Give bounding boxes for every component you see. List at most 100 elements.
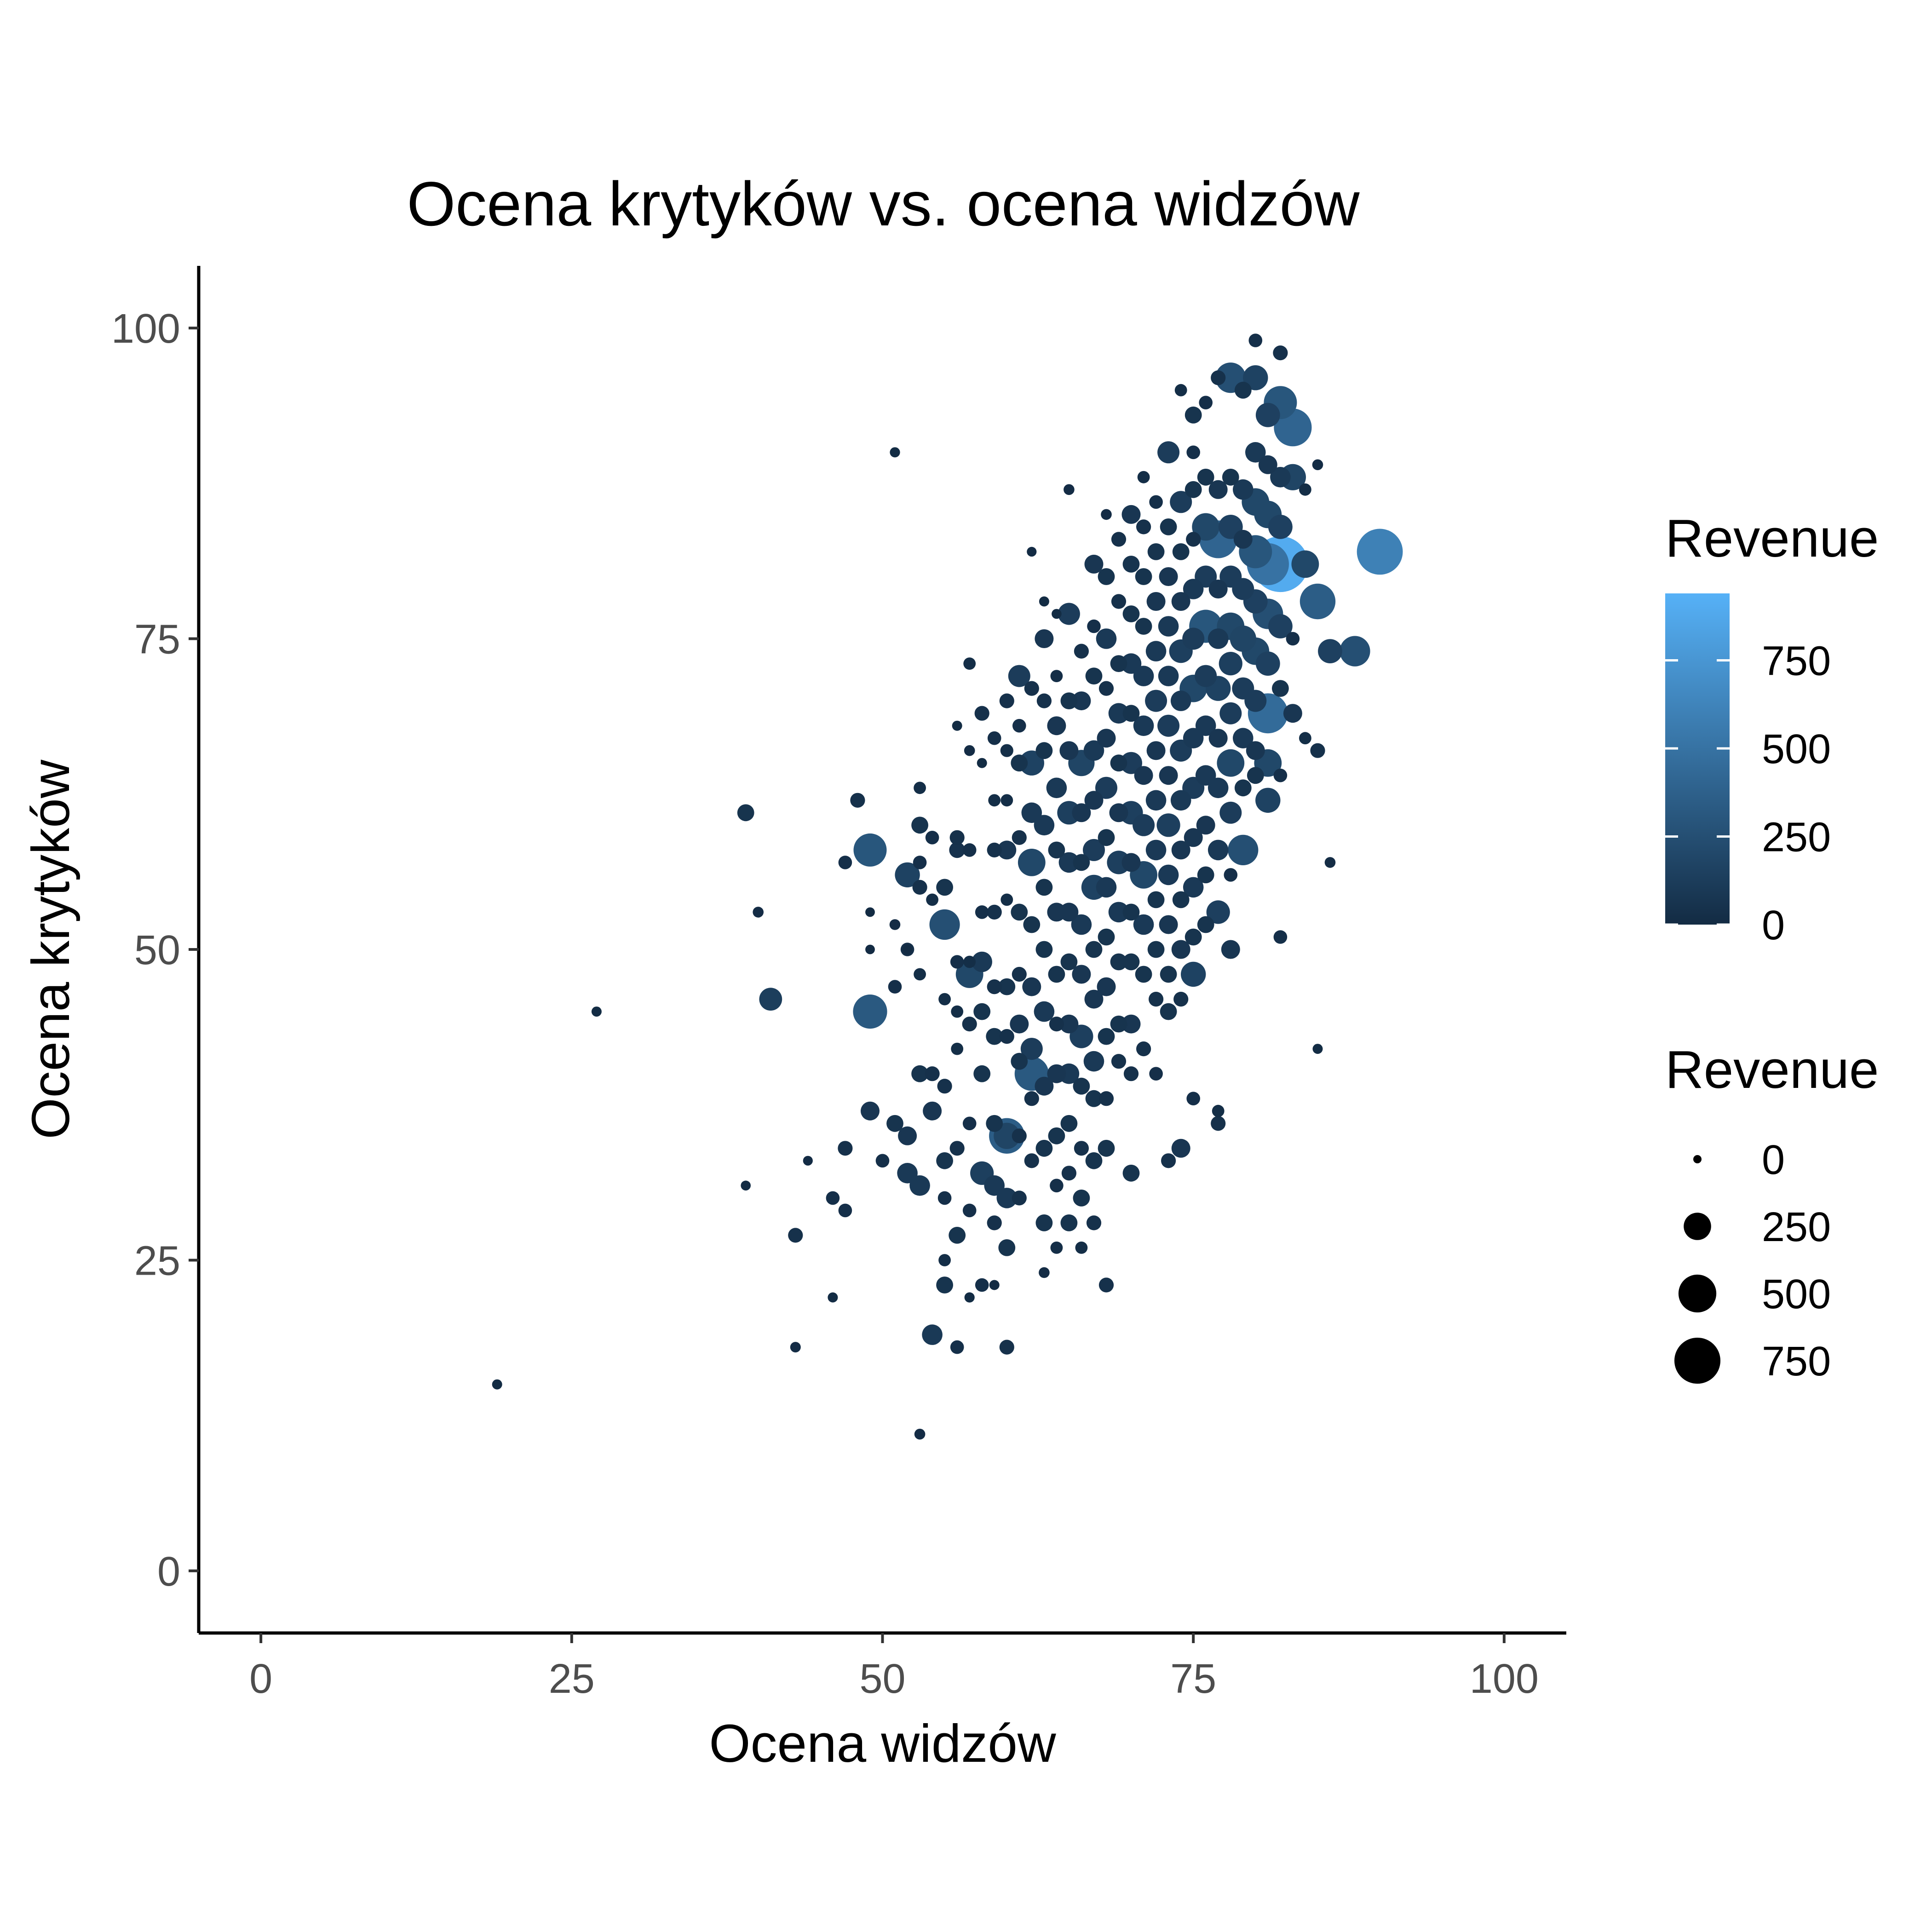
data-point <box>926 893 938 906</box>
data-point <box>1291 550 1319 578</box>
data-point <box>737 804 754 822</box>
data-point <box>1145 641 1167 661</box>
data-point <box>987 1215 1002 1230</box>
axis-ticks: 0 25 50 75 100 0 25 50 75 100 <box>111 306 1539 1702</box>
data-point <box>1059 903 1079 922</box>
data-point <box>1122 705 1140 722</box>
data-point <box>1255 402 1280 427</box>
data-point <box>1096 877 1117 898</box>
data-point <box>759 988 782 1011</box>
data-point <box>962 1203 977 1218</box>
data-point <box>911 1065 928 1082</box>
x-tick-label: 50 <box>859 1656 905 1702</box>
data-point <box>1011 1052 1028 1070</box>
data-point <box>1049 1017 1064 1032</box>
data-point <box>912 880 927 895</box>
data-point <box>1299 732 1311 745</box>
data-point <box>1245 442 1266 463</box>
data-point <box>949 830 965 845</box>
data-point <box>1123 1066 1139 1081</box>
data-point <box>861 1101 880 1121</box>
data-point <box>1071 914 1092 935</box>
colorbar-label: 750 <box>1762 638 1831 684</box>
data-point <box>973 1065 991 1082</box>
y-tick-label: 0 <box>157 1549 180 1595</box>
data-point <box>1108 902 1129 923</box>
data-point <box>1098 681 1114 696</box>
color-legend-title: Revenue <box>1665 508 1879 568</box>
data-point <box>1135 966 1152 983</box>
data-point <box>914 968 926 981</box>
y-tick-label: 75 <box>134 617 180 663</box>
colorbar-ticks: 0 250 500 750 <box>1665 638 1831 949</box>
data-point <box>1186 445 1200 460</box>
x-tick-label: 25 <box>549 1656 595 1702</box>
data-point <box>1234 779 1252 797</box>
data-point <box>925 1066 940 1081</box>
data-point <box>1027 546 1037 557</box>
data-point <box>1035 629 1054 648</box>
data-point <box>1084 791 1104 810</box>
data-point <box>1098 1091 1114 1106</box>
data-point <box>999 1340 1014 1355</box>
data-point <box>1084 554 1104 574</box>
data-point <box>1048 966 1065 983</box>
data-point <box>977 758 987 768</box>
data-point <box>911 816 928 834</box>
data-point <box>1098 928 1115 946</box>
data-point <box>1110 754 1127 772</box>
data-point <box>1050 1179 1064 1193</box>
data-point <box>1232 578 1254 600</box>
data-point <box>1073 1190 1090 1207</box>
data-point <box>1012 1190 1027 1206</box>
data-point <box>1121 1014 1141 1034</box>
data-point <box>962 1017 977 1032</box>
data-point <box>996 1188 1018 1208</box>
data-point <box>788 1228 803 1243</box>
data-point <box>1072 803 1091 822</box>
size-legend-label: 0 <box>1762 1137 1785 1183</box>
data-point <box>898 1126 917 1145</box>
data-point <box>1196 816 1215 835</box>
data-point <box>1133 715 1154 736</box>
data-point <box>1058 603 1080 625</box>
data-point <box>1299 483 1311 496</box>
data-point <box>1034 1001 1055 1022</box>
data-point <box>1273 345 1288 361</box>
data-point <box>988 794 1001 807</box>
data-point <box>1219 801 1242 824</box>
data-point <box>1147 891 1165 908</box>
data-point <box>1098 829 1115 846</box>
data-point <box>591 1006 602 1017</box>
data-point <box>989 1280 1000 1290</box>
data-point <box>1122 556 1140 573</box>
colorbar-label: 500 <box>1762 726 1831 772</box>
data-point <box>1098 1028 1115 1045</box>
data-point <box>1061 1166 1076 1181</box>
data-point <box>1074 644 1089 659</box>
data-point <box>1160 518 1177 535</box>
data-point <box>1233 479 1254 500</box>
data-point <box>1024 1153 1039 1168</box>
data-point <box>1000 744 1013 757</box>
data-point <box>888 980 902 994</box>
data-point <box>741 1180 751 1191</box>
data-point <box>913 856 927 869</box>
data-point <box>1012 719 1026 733</box>
data-point <box>1312 459 1323 471</box>
data-point <box>1184 406 1202 424</box>
data-point <box>998 978 1016 995</box>
data-point <box>828 1292 838 1303</box>
data-point <box>1018 849 1046 876</box>
data-point <box>1172 543 1190 560</box>
data-point <box>914 782 926 794</box>
data-point <box>1158 666 1179 686</box>
data-point <box>1197 468 1214 486</box>
colorbar-label: 250 <box>1762 815 1831 861</box>
data-point <box>1324 857 1336 868</box>
data-point <box>987 842 1002 857</box>
data-point <box>1146 592 1166 611</box>
data-point <box>1060 1115 1078 1132</box>
data-point <box>1208 840 1229 861</box>
